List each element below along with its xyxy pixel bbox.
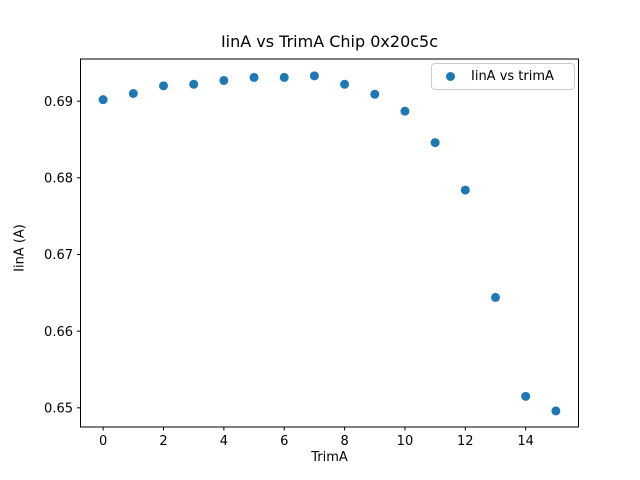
x-tick-label: 12 xyxy=(457,434,474,449)
x-axis-label: TrimA xyxy=(311,450,348,465)
data-point xyxy=(309,71,319,81)
x-tick-label: 4 xyxy=(220,434,228,449)
data-point xyxy=(430,138,440,148)
data-point xyxy=(279,72,289,82)
data-point xyxy=(400,106,410,116)
legend-label: IinA vs trimA xyxy=(471,69,554,84)
x-tick-label: 2 xyxy=(159,434,167,449)
y-tick-label: 0.67 xyxy=(44,248,73,263)
data-point xyxy=(128,89,138,98)
data-point xyxy=(189,79,199,89)
legend-marker-icon xyxy=(446,72,455,81)
chart-title: IinA vs TrimA Chip 0x20c5c xyxy=(220,32,439,51)
data-point xyxy=(460,185,470,195)
x-tick-label: 0 xyxy=(99,434,107,449)
x-tick-label: 14 xyxy=(517,434,534,449)
y-tick-label: 0.66 xyxy=(44,325,73,340)
data-point xyxy=(370,89,380,99)
data-point xyxy=(98,95,108,105)
data-point xyxy=(159,81,168,91)
y-tick-label: 0.68 xyxy=(44,171,73,186)
data-point xyxy=(521,391,531,401)
data-point xyxy=(340,79,350,89)
y-tick-label: 0.65 xyxy=(44,401,73,416)
x-tick-label: 6 xyxy=(280,434,288,449)
x-tick-label: 10 xyxy=(397,434,414,449)
data-point xyxy=(551,406,561,416)
data-point xyxy=(219,75,229,85)
axes-frame xyxy=(80,58,579,428)
y-tick-label: 0.69 xyxy=(44,95,73,110)
data-point xyxy=(491,292,500,302)
x-tick-label: 8 xyxy=(340,434,348,449)
legend: IinA vs trimA xyxy=(431,63,575,90)
data-point xyxy=(249,72,259,82)
y-axis-label: IinA (A) xyxy=(12,224,28,272)
